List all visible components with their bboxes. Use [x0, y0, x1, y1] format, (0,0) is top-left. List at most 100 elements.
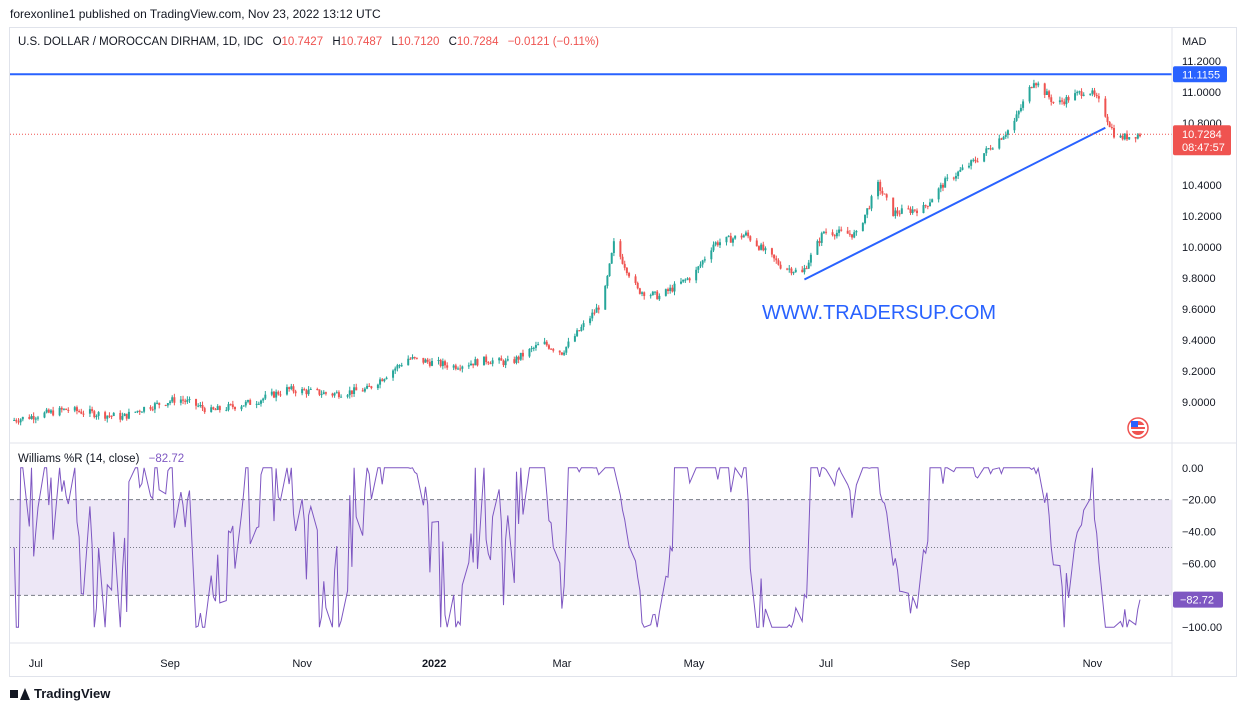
- candle-body: [1030, 87, 1033, 89]
- candle-body: [894, 210, 897, 216]
- time-tick-label: Mar: [552, 658, 571, 670]
- candle-body: [93, 411, 96, 418]
- candle-body: [714, 242, 717, 245]
- candle-body: [506, 359, 509, 361]
- candle-body: [794, 269, 797, 273]
- candle-body: [485, 356, 488, 363]
- candle-body: [370, 386, 373, 389]
- candle-body: [1002, 136, 1005, 140]
- time-tick-label: 2022: [422, 658, 446, 670]
- candle-body: [143, 407, 146, 412]
- tradingview-footer[interactable]: TradingView: [10, 686, 110, 701]
- candle-body: [36, 417, 39, 419]
- candle-body: [1091, 90, 1094, 94]
- chart-frame: [9, 27, 1237, 677]
- price-tick-label: 10.4000: [1182, 180, 1222, 192]
- candle-body: [671, 287, 674, 292]
- candle-body: [552, 349, 555, 351]
- countdown-label: 08:47:57: [1182, 142, 1225, 154]
- candle-body: [275, 391, 278, 398]
- candle-body: [1108, 122, 1111, 128]
- candle-body: [760, 244, 763, 250]
- candle-body: [123, 413, 126, 417]
- candle-body: [528, 348, 531, 357]
- candle-body: [820, 233, 823, 243]
- candle-body: [1048, 91, 1051, 98]
- candle-body: [1065, 97, 1068, 105]
- candle-body: [757, 246, 760, 250]
- candle-body: [1123, 133, 1126, 140]
- candle-body: [939, 184, 942, 189]
- resistance-price-label: 11.1155: [1182, 69, 1220, 81]
- candle-body: [457, 368, 460, 370]
- candle-body: [385, 377, 388, 380]
- candle-body: [595, 307, 598, 313]
- time-tick-label: Sep: [951, 658, 971, 670]
- candle-body: [246, 400, 249, 402]
- low-value: 10.7120: [398, 36, 440, 48]
- candle-body: [1095, 94, 1098, 97]
- candle-body: [985, 148, 988, 154]
- candle-body: [809, 254, 812, 263]
- price-tick-label: 9.6000: [1182, 304, 1216, 316]
- candle-body: [259, 400, 262, 404]
- candle-body: [333, 393, 336, 396]
- candle-body: [749, 236, 752, 241]
- candle-body: [742, 235, 745, 238]
- candle-body: [212, 407, 215, 410]
- candle-body: [454, 365, 457, 369]
- candle-body: [262, 398, 265, 401]
- candle-body: [1004, 134, 1007, 137]
- candle-body: [792, 272, 795, 274]
- time-axis: Jul Sep Nov 2022 Mar May Jul Sep Nov: [29, 658, 1103, 670]
- candle-body: [316, 389, 319, 391]
- candle-body: [926, 205, 929, 207]
- candle-body: [846, 230, 849, 234]
- candle-body: [998, 138, 1001, 149]
- time-tick-label: Sep: [160, 658, 180, 670]
- candle-body: [171, 397, 174, 402]
- candle-body: [682, 279, 685, 282]
- candle-body: [851, 234, 854, 238]
- candle-body: [915, 210, 918, 214]
- candle-body: [409, 358, 412, 360]
- candle-body: [747, 232, 750, 237]
- candle-body: [567, 341, 570, 347]
- williams-r-tick-label: 0.00: [1182, 463, 1203, 475]
- candle-body: [634, 276, 637, 283]
- high-label: H: [332, 36, 340, 48]
- williams-r-tick-label: −20.00: [1182, 495, 1216, 507]
- williams-r-value-tag: [1173, 591, 1223, 608]
- candle-body: [203, 408, 206, 413]
- candle-body: [294, 391, 297, 394]
- candle-body: [641, 292, 644, 294]
- candle-body: [184, 400, 187, 402]
- candle-body: [744, 232, 747, 236]
- candle-body: [593, 312, 596, 314]
- horizontal-line[interactable]: 11.1155: [10, 66, 1227, 83]
- candle-body: [381, 379, 384, 382]
- last-price-label: 10.7284: [1182, 129, 1222, 141]
- candle-body: [636, 282, 639, 289]
- candle-body: [218, 406, 221, 411]
- candle-body: [277, 391, 280, 395]
- trendline[interactable]: [803, 126, 1106, 281]
- candle-body: [954, 176, 957, 179]
- candle-body: [504, 360, 507, 366]
- candle-body: [376, 384, 379, 389]
- candle-body: [688, 278, 691, 281]
- candle-body: [729, 235, 732, 243]
- candle-body: [515, 356, 518, 363]
- candle-body: [67, 409, 70, 411]
- candle-body: [1139, 134, 1141, 137]
- williams-r-line: [13, 466, 1141, 629]
- candle-body: [868, 208, 871, 210]
- candle-body: [469, 363, 472, 366]
- candle-body: [158, 402, 161, 405]
- candle-body: [883, 193, 886, 195]
- candle-body: [439, 359, 442, 367]
- candle-body: [885, 194, 888, 198]
- price-tick-label: 11.2000: [1182, 56, 1221, 68]
